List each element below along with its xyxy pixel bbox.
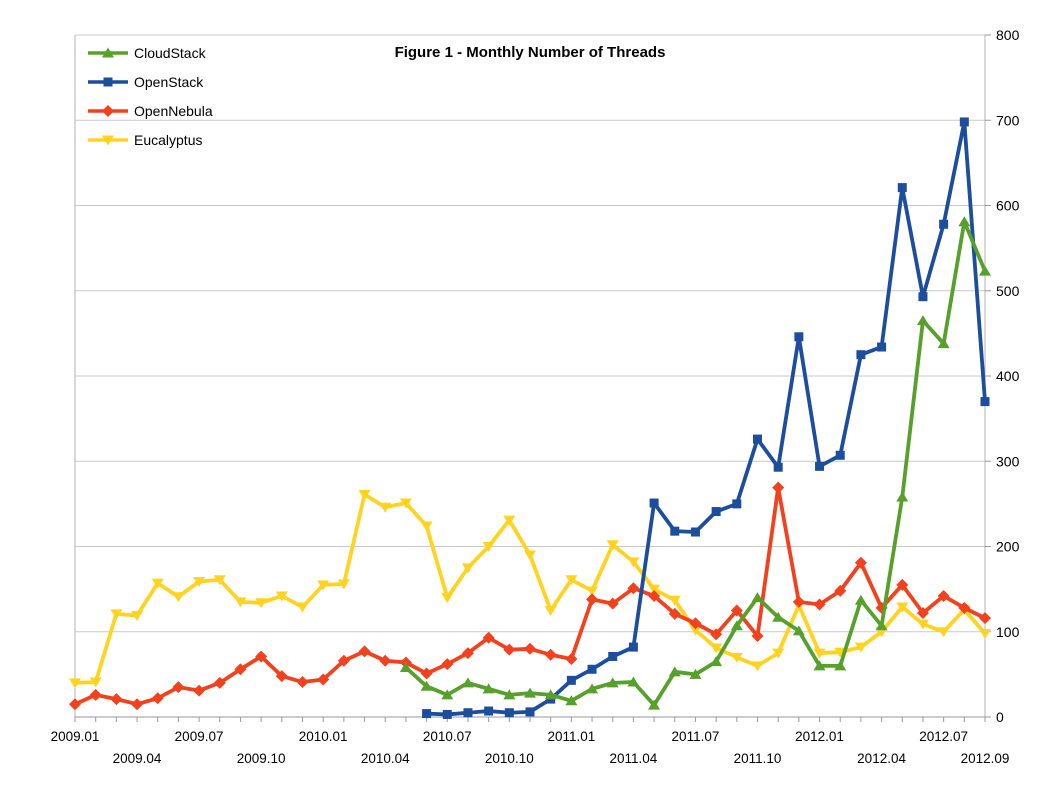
x-tick-label: 2012.07 bbox=[919, 729, 968, 744]
x-tick-label: 2011.01 bbox=[547, 729, 595, 744]
x-tick-label: 2011.10 bbox=[734, 751, 782, 766]
legend-label: OpenNebula bbox=[134, 102, 213, 119]
x-axis-labels: 2009.01 2009.04 2009.07 2009.10 2010.01 2010.… bbox=[51, 729, 1010, 766]
legend-marker-square-icon bbox=[88, 77, 128, 86]
chart-title: Figure 1 - Monthly Number of Threads bbox=[394, 44, 666, 61]
x-axis-ticks bbox=[74, 717, 986, 722]
legend-marker-triangle-down-icon bbox=[88, 135, 128, 145]
y-tick-label: 0 bbox=[996, 709, 1004, 725]
legend-item-opennebula: OpenNebula bbox=[86, 96, 213, 125]
y-tick-label: 400 bbox=[996, 368, 1020, 384]
x-tick-label: 2009.10 bbox=[237, 751, 286, 766]
y-tick-label: 100 bbox=[996, 624, 1020, 640]
legend-item-eucalyptus: Eucalyptus bbox=[86, 125, 213, 154]
legend-label: CloudStack bbox=[134, 44, 206, 61]
series-cloudstack bbox=[399, 216, 991, 710]
series-openstack bbox=[422, 117, 990, 719]
series-markers-openstack bbox=[422, 117, 990, 719]
y-tick-label: 200 bbox=[996, 539, 1020, 555]
series-opennebula bbox=[69, 481, 991, 711]
y-tick-label: 300 bbox=[996, 453, 1020, 469]
series-line-opennebula bbox=[73, 485, 987, 707]
x-tick-label: 2010.07 bbox=[423, 729, 472, 744]
legend-marker-diamond-icon bbox=[88, 104, 128, 117]
y-axis-labels: 0 100 200 300 400 500 600 700 800 bbox=[985, 27, 1020, 725]
x-tick-label: 2012.09 bbox=[961, 751, 1010, 766]
y-tick-label: 600 bbox=[996, 198, 1020, 214]
legend-label: OpenStack bbox=[134, 73, 204, 90]
x-tick-label: 2011.07 bbox=[672, 729, 720, 744]
x-tick-label: 2012.01 bbox=[795, 729, 844, 744]
chart-legend: CloudStack OpenStack OpenNebula Eucalyptus bbox=[86, 38, 213, 154]
x-tick-label: 2012.04 bbox=[857, 751, 906, 766]
y-tick-label: 700 bbox=[996, 112, 1020, 128]
y-tick-label: 500 bbox=[996, 283, 1020, 299]
x-tick-label: 2011.04 bbox=[610, 751, 658, 766]
x-tick-label: 2010.10 bbox=[485, 751, 534, 766]
legend-item-cloudstack: CloudStack bbox=[86, 38, 213, 67]
series-eucalyptus bbox=[69, 489, 991, 689]
y-tick-label: 800 bbox=[996, 27, 1020, 43]
x-tick-label: 2010.01 bbox=[299, 729, 348, 744]
series-markers-opennebula bbox=[69, 481, 991, 711]
x-tick-label: 2009.07 bbox=[175, 729, 224, 744]
x-tick-label: 2010.04 bbox=[361, 751, 410, 766]
gridlines bbox=[75, 34, 985, 633]
series-line-openstack bbox=[424, 120, 987, 717]
series-markers-cloudstack bbox=[399, 216, 991, 710]
x-tick-label: 2009.01 bbox=[51, 729, 100, 744]
legend-marker-triangle-up-icon bbox=[88, 47, 128, 57]
series-markers-eucalyptus bbox=[69, 489, 991, 689]
legend-item-openstack: OpenStack bbox=[86, 67, 213, 96]
legend-label: Eucalyptus bbox=[134, 131, 203, 148]
x-tick-label: 2009.04 bbox=[113, 751, 162, 766]
